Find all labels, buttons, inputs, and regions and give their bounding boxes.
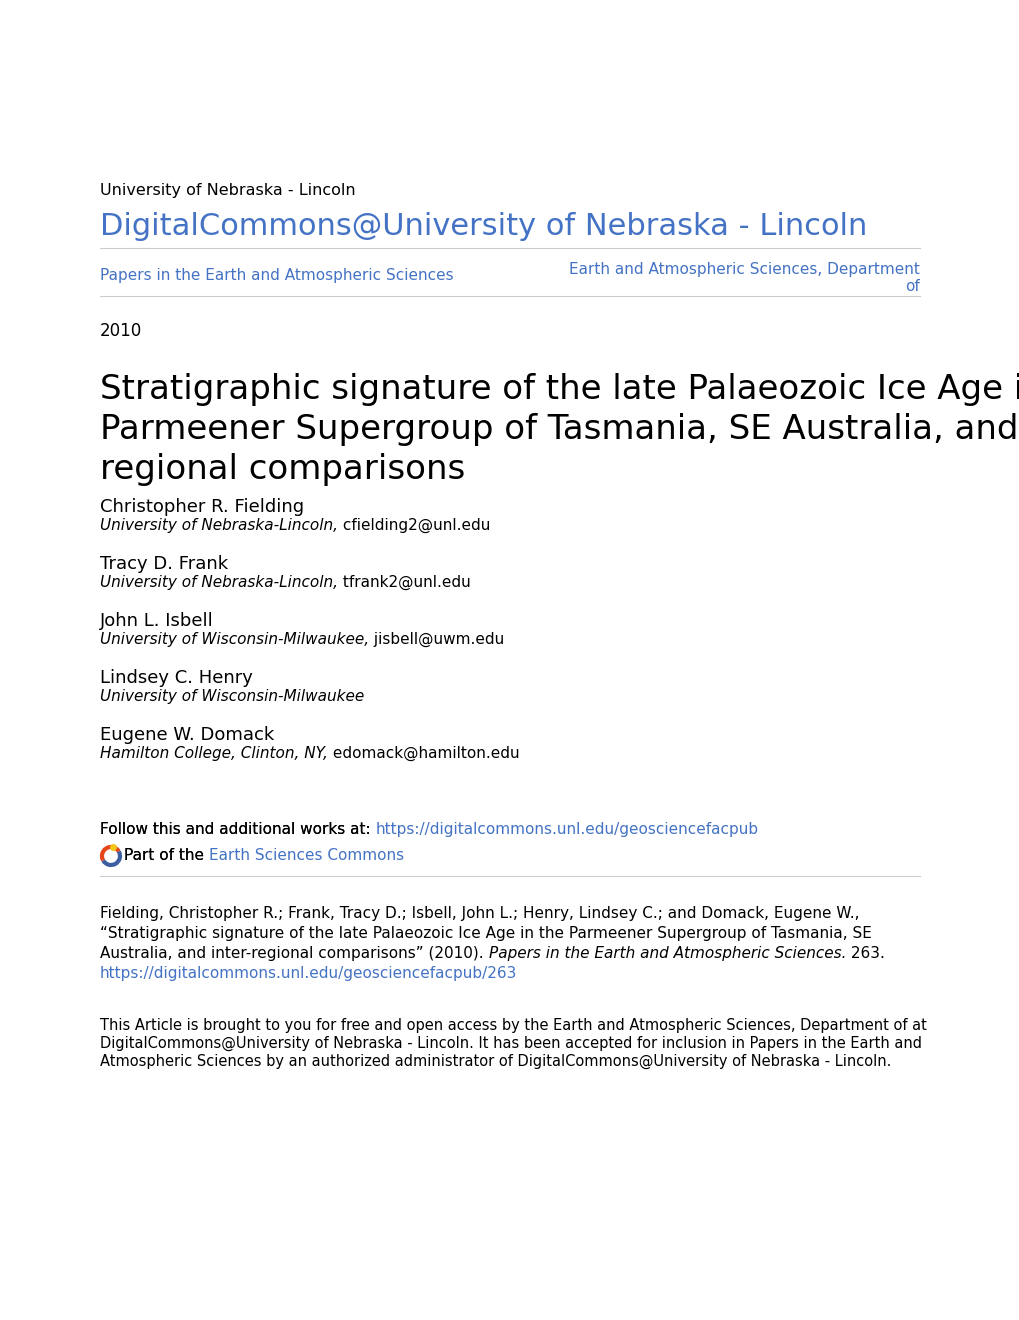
Text: Papers in the Earth and Atmospheric Sciences: Papers in the Earth and Atmospheric Scie… xyxy=(100,268,453,282)
Text: University of Nebraska - Lincoln: University of Nebraska - Lincoln xyxy=(100,183,356,198)
Text: Follow this and additional works at:: Follow this and additional works at: xyxy=(100,822,375,837)
Text: 2010: 2010 xyxy=(100,322,142,341)
Text: University of Wisconsin-Milwaukee: University of Wisconsin-Milwaukee xyxy=(100,689,364,704)
Text: Lindsey C. Henry: Lindsey C. Henry xyxy=(100,669,253,686)
Text: University of Nebraska-Lincoln,: University of Nebraska-Lincoln, xyxy=(100,576,337,590)
Text: Hamilton College, Clinton, NY,: Hamilton College, Clinton, NY, xyxy=(100,746,327,762)
Text: Part of the: Part of the xyxy=(124,847,209,863)
Text: Fielding, Christopher R.; Frank, Tracy D.; Isbell, John L.; Henry, Lindsey C.; a: Fielding, Christopher R.; Frank, Tracy D… xyxy=(100,906,859,921)
Text: University of Nebraska-Lincoln,: University of Nebraska-Lincoln, xyxy=(100,517,337,533)
Text: Papers in the Earth and Atmospheric Sciences.: Papers in the Earth and Atmospheric Scie… xyxy=(488,946,845,961)
Text: Earth and Atmospheric Sciences, Department: Earth and Atmospheric Sciences, Departme… xyxy=(569,261,919,277)
Text: Follow this and additional works at:: Follow this and additional works at: xyxy=(100,822,375,837)
Text: jisbell@uwm.edu: jisbell@uwm.edu xyxy=(369,632,503,647)
Text: edomack@hamilton.edu: edomack@hamilton.edu xyxy=(327,746,519,762)
Text: https://digitalcommons.unl.edu/geosciencefacpub: https://digitalcommons.unl.edu/geoscienc… xyxy=(375,822,758,837)
Text: regional comparisons: regional comparisons xyxy=(100,453,465,486)
Text: https://digitalcommons.unl.edu/geosciencefacpub/263: https://digitalcommons.unl.edu/geoscienc… xyxy=(100,966,517,981)
Text: Earth Sciences Commons: Earth Sciences Commons xyxy=(209,847,404,863)
Text: Part of the: Part of the xyxy=(124,847,209,863)
Text: “Stratigraphic signature of the late Palaeozoic Ice Age in the Parmeener Supergr: “Stratigraphic signature of the late Pal… xyxy=(100,927,871,941)
Text: cfielding2@unl.edu: cfielding2@unl.edu xyxy=(337,517,490,533)
Text: Parmeener Supergroup of Tasmania, SE Australia, and inter-: Parmeener Supergroup of Tasmania, SE Aus… xyxy=(100,413,1019,446)
Text: University of Wisconsin-Milwaukee,: University of Wisconsin-Milwaukee, xyxy=(100,632,369,647)
Text: of: of xyxy=(905,279,919,294)
Text: Atmospheric Sciences by an authorized administrator of DigitalCommons@University: Atmospheric Sciences by an authorized ad… xyxy=(100,1053,891,1069)
Text: This Article is brought to you for free and open access by the Earth and Atmosph: This Article is brought to you for free … xyxy=(100,1018,926,1034)
Text: Australia, and inter-regional comparisons” (2010).: Australia, and inter-regional comparison… xyxy=(100,946,488,961)
Text: Stratigraphic signature of the late Palaeozoic Ice Age in the: Stratigraphic signature of the late Pala… xyxy=(100,374,1019,407)
Text: John L. Isbell: John L. Isbell xyxy=(100,612,214,630)
Text: Tracy D. Frank: Tracy D. Frank xyxy=(100,554,228,573)
Text: DigitalCommons@University of Nebraska - Lincoln: DigitalCommons@University of Nebraska - … xyxy=(100,213,866,242)
Text: Christopher R. Fielding: Christopher R. Fielding xyxy=(100,498,304,516)
Text: tfrank2@unl.edu: tfrank2@unl.edu xyxy=(337,576,471,590)
Text: 263.: 263. xyxy=(845,946,884,961)
Text: DigitalCommons@University of Nebraska - Lincoln. It has been accepted for inclus: DigitalCommons@University of Nebraska - … xyxy=(100,1036,921,1051)
Text: Eugene W. Domack: Eugene W. Domack xyxy=(100,726,274,744)
